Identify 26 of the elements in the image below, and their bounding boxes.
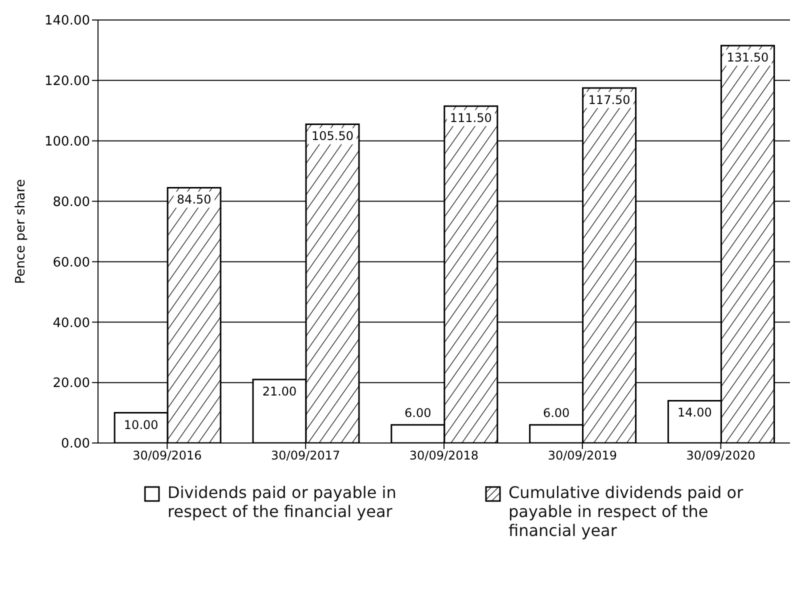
x-tick-label: 30/09/2016 [132,448,202,463]
y-tick-label: 60.00 [52,255,90,270]
y-axis-title: Pence per share [14,179,29,284]
data-label: 117.50 [588,92,630,107]
x-tick-label: 30/09/2019 [548,448,617,463]
y-tick-label: 100.00 [44,134,90,150]
data-label: 14.00 [678,406,712,420]
data-label: 111.50 [450,111,492,126]
x-tick-label: 30/09/2020 [686,448,756,463]
y-tick-label: 80.00 [52,194,90,210]
x-tick-label: 30/09/2018 [409,448,479,463]
data-label: 105.50 [312,129,354,144]
data-label: 6.00 [542,406,570,420]
y-tick-label: 140.00 [44,14,90,29]
y-tick-label: 40.00 [52,316,90,331]
data-label: 6.00 [404,406,432,420]
y-tick-label: 120.00 [44,74,90,90]
x-tick-label: 30/09/2017 [271,448,340,463]
y-tick-label: 0.00 [61,436,90,452]
data-label: 21.00 [262,384,297,399]
text: Cumulative dividends paid or payable in respect of the financial year [508,483,744,540]
legend-label: Dividends paid or payable in respect of the financial year [168,483,398,521]
y-tick-label: 20.00 [52,376,90,392]
data-label: 10.00 [124,418,158,432]
data-label: 84.50 [176,192,212,207]
data-label: 131.50 [726,50,769,65]
